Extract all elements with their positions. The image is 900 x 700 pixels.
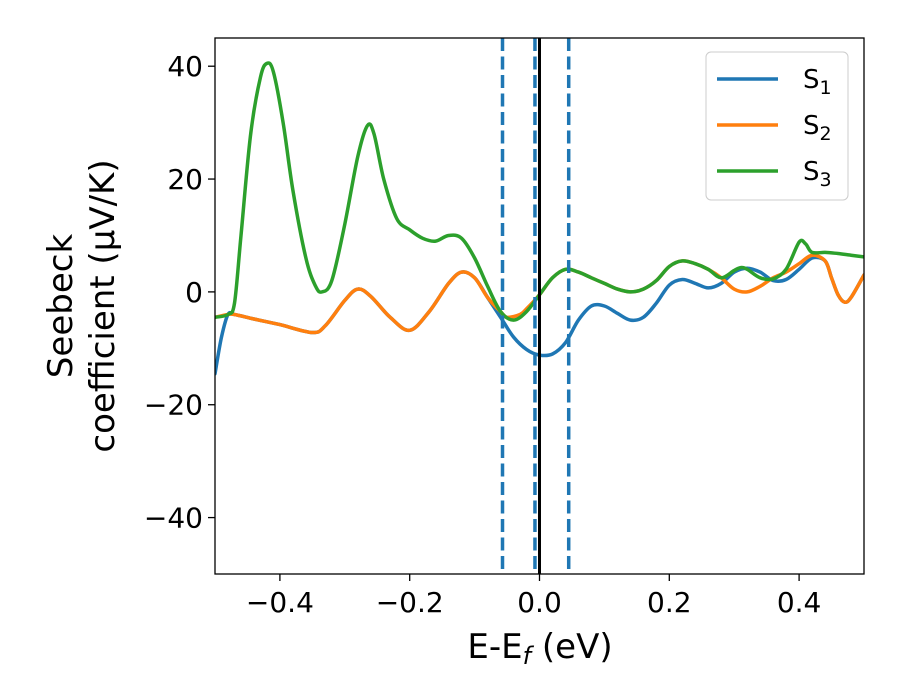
y-tick-label: 0 bbox=[185, 276, 203, 309]
x-tick-label: 0.2 bbox=[647, 586, 692, 619]
y-tick-label: 40 bbox=[167, 50, 203, 83]
legend-label-s2: S2 bbox=[803, 111, 832, 145]
series-layer bbox=[215, 61, 864, 376]
series-line-s3 bbox=[215, 61, 864, 322]
y-axis-title-line1: Seebeck bbox=[41, 234, 81, 379]
x-tick-label: −0.4 bbox=[246, 586, 314, 619]
x-tick-label: 0.4 bbox=[777, 586, 822, 619]
tick-layer: −0.4 −0.2 0.0 0.2 0.4 −40 −20 0 20 40 bbox=[144, 50, 821, 619]
y-tick-label: 20 bbox=[167, 163, 203, 196]
y-axis-title: Seebeck coefficient (μV/K) bbox=[41, 159, 123, 452]
x-axis-title: E-Ef (eV) bbox=[467, 627, 612, 670]
x-tick-label: −0.2 bbox=[376, 586, 444, 619]
legend-label-s3: S3 bbox=[803, 157, 832, 191]
legend: S1 S2 S3 bbox=[705, 51, 849, 201]
x-tick-label: 0.0 bbox=[517, 586, 562, 619]
y-axis-title-line2: coefficient (μV/K) bbox=[83, 159, 123, 452]
y-tick-label: −20 bbox=[144, 389, 203, 422]
legend-label-s1: S1 bbox=[803, 65, 832, 99]
y-tick-label: −40 bbox=[144, 502, 203, 535]
vertical-lines-layer bbox=[500, 38, 571, 574]
